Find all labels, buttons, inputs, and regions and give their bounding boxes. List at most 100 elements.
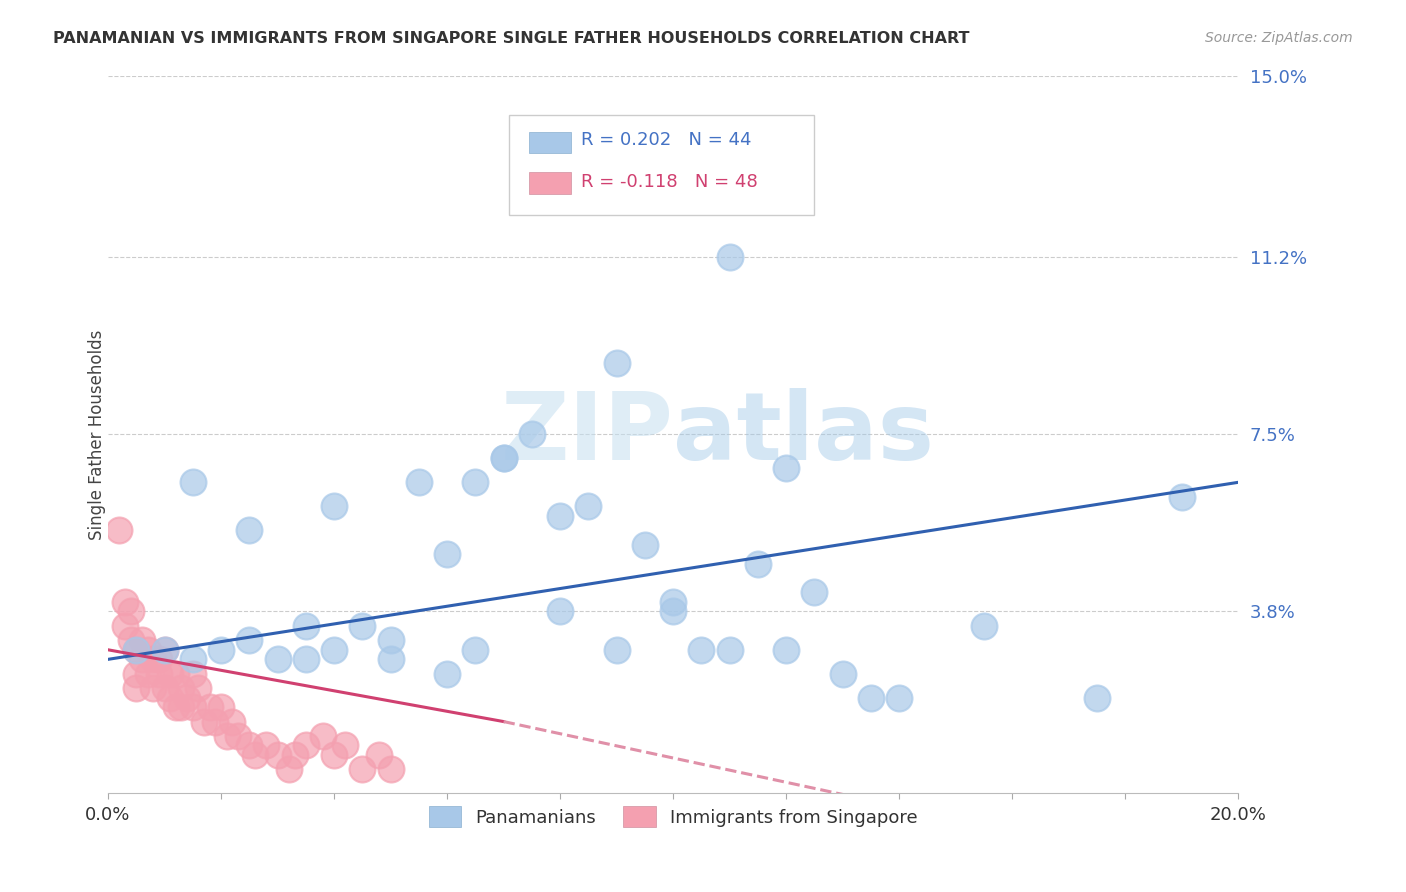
Point bbox=[408, 475, 430, 490]
Point bbox=[165, 700, 187, 714]
Point bbox=[181, 666, 204, 681]
Point bbox=[125, 666, 148, 681]
Point bbox=[803, 585, 825, 599]
Point bbox=[170, 681, 193, 695]
Point bbox=[159, 666, 181, 681]
Point bbox=[153, 642, 176, 657]
Point bbox=[464, 642, 486, 657]
Point bbox=[131, 633, 153, 648]
Point bbox=[295, 652, 318, 666]
Point bbox=[312, 729, 335, 743]
Point bbox=[238, 739, 260, 753]
Point bbox=[136, 642, 159, 657]
Point bbox=[380, 633, 402, 648]
Point bbox=[718, 251, 741, 265]
Point bbox=[226, 729, 249, 743]
Point bbox=[548, 508, 571, 523]
Point bbox=[204, 714, 226, 729]
Point bbox=[295, 619, 318, 633]
Point bbox=[215, 729, 238, 743]
Point bbox=[114, 619, 136, 633]
Bar bbox=[529, 172, 571, 194]
Point bbox=[153, 642, 176, 657]
Point bbox=[548, 605, 571, 619]
Point bbox=[266, 747, 288, 762]
Point bbox=[860, 690, 883, 705]
Point bbox=[323, 747, 346, 762]
Point bbox=[114, 595, 136, 609]
Point bbox=[323, 642, 346, 657]
Point bbox=[578, 500, 600, 514]
Point bbox=[492, 451, 515, 466]
Point bbox=[520, 427, 543, 442]
Point bbox=[690, 642, 713, 657]
Point bbox=[181, 475, 204, 490]
Point bbox=[148, 652, 170, 666]
Point bbox=[142, 652, 165, 666]
Point bbox=[662, 605, 685, 619]
Point bbox=[108, 523, 131, 537]
Point bbox=[176, 690, 198, 705]
Bar bbox=[529, 131, 571, 153]
Point bbox=[368, 747, 391, 762]
Point bbox=[221, 714, 243, 729]
Point bbox=[238, 633, 260, 648]
Point bbox=[238, 523, 260, 537]
Text: R = 0.202   N = 44: R = 0.202 N = 44 bbox=[581, 131, 751, 149]
Point bbox=[148, 666, 170, 681]
Point bbox=[295, 739, 318, 753]
Point bbox=[436, 547, 458, 561]
Point bbox=[125, 681, 148, 695]
Point bbox=[209, 700, 232, 714]
Text: Source: ZipAtlas.com: Source: ZipAtlas.com bbox=[1205, 31, 1353, 45]
Point bbox=[352, 763, 374, 777]
Point bbox=[120, 633, 142, 648]
Point bbox=[243, 747, 266, 762]
Y-axis label: Single Father Households: Single Father Households bbox=[89, 329, 105, 540]
Point bbox=[125, 642, 148, 657]
Point bbox=[181, 652, 204, 666]
Point bbox=[323, 500, 346, 514]
Point bbox=[889, 690, 911, 705]
Point bbox=[277, 763, 299, 777]
Legend: Panamanians, Immigrants from Singapore: Panamanians, Immigrants from Singapore bbox=[422, 799, 925, 835]
Point bbox=[209, 642, 232, 657]
Text: PANAMANIAN VS IMMIGRANTS FROM SINGAPORE SINGLE FATHER HOUSEHOLDS CORRELATION CHA: PANAMANIAN VS IMMIGRANTS FROM SINGAPORE … bbox=[53, 31, 970, 46]
Point bbox=[181, 700, 204, 714]
Point bbox=[662, 595, 685, 609]
Point bbox=[254, 739, 277, 753]
Text: ZIP: ZIP bbox=[501, 388, 673, 481]
Point bbox=[380, 763, 402, 777]
Point bbox=[159, 690, 181, 705]
FancyBboxPatch shape bbox=[509, 115, 814, 216]
Point bbox=[718, 642, 741, 657]
Point bbox=[266, 652, 288, 666]
Point bbox=[492, 451, 515, 466]
Point bbox=[193, 714, 215, 729]
Text: atlas: atlas bbox=[673, 388, 934, 481]
Point bbox=[187, 681, 209, 695]
Point bbox=[973, 619, 995, 633]
Text: R = -0.118   N = 48: R = -0.118 N = 48 bbox=[581, 173, 758, 191]
Point bbox=[775, 642, 797, 657]
Point bbox=[775, 461, 797, 475]
Point bbox=[120, 605, 142, 619]
Point bbox=[142, 681, 165, 695]
Point bbox=[634, 537, 657, 551]
Point bbox=[170, 700, 193, 714]
Point bbox=[131, 652, 153, 666]
Point bbox=[1171, 490, 1194, 504]
Point bbox=[464, 475, 486, 490]
Point bbox=[198, 700, 221, 714]
Point bbox=[606, 356, 628, 370]
Point bbox=[436, 666, 458, 681]
Point bbox=[136, 666, 159, 681]
Point bbox=[747, 557, 769, 571]
Point bbox=[283, 747, 305, 762]
Point bbox=[831, 666, 853, 681]
Point bbox=[380, 652, 402, 666]
Point bbox=[335, 739, 357, 753]
Point bbox=[125, 642, 148, 657]
Point bbox=[165, 666, 187, 681]
Point bbox=[352, 619, 374, 633]
